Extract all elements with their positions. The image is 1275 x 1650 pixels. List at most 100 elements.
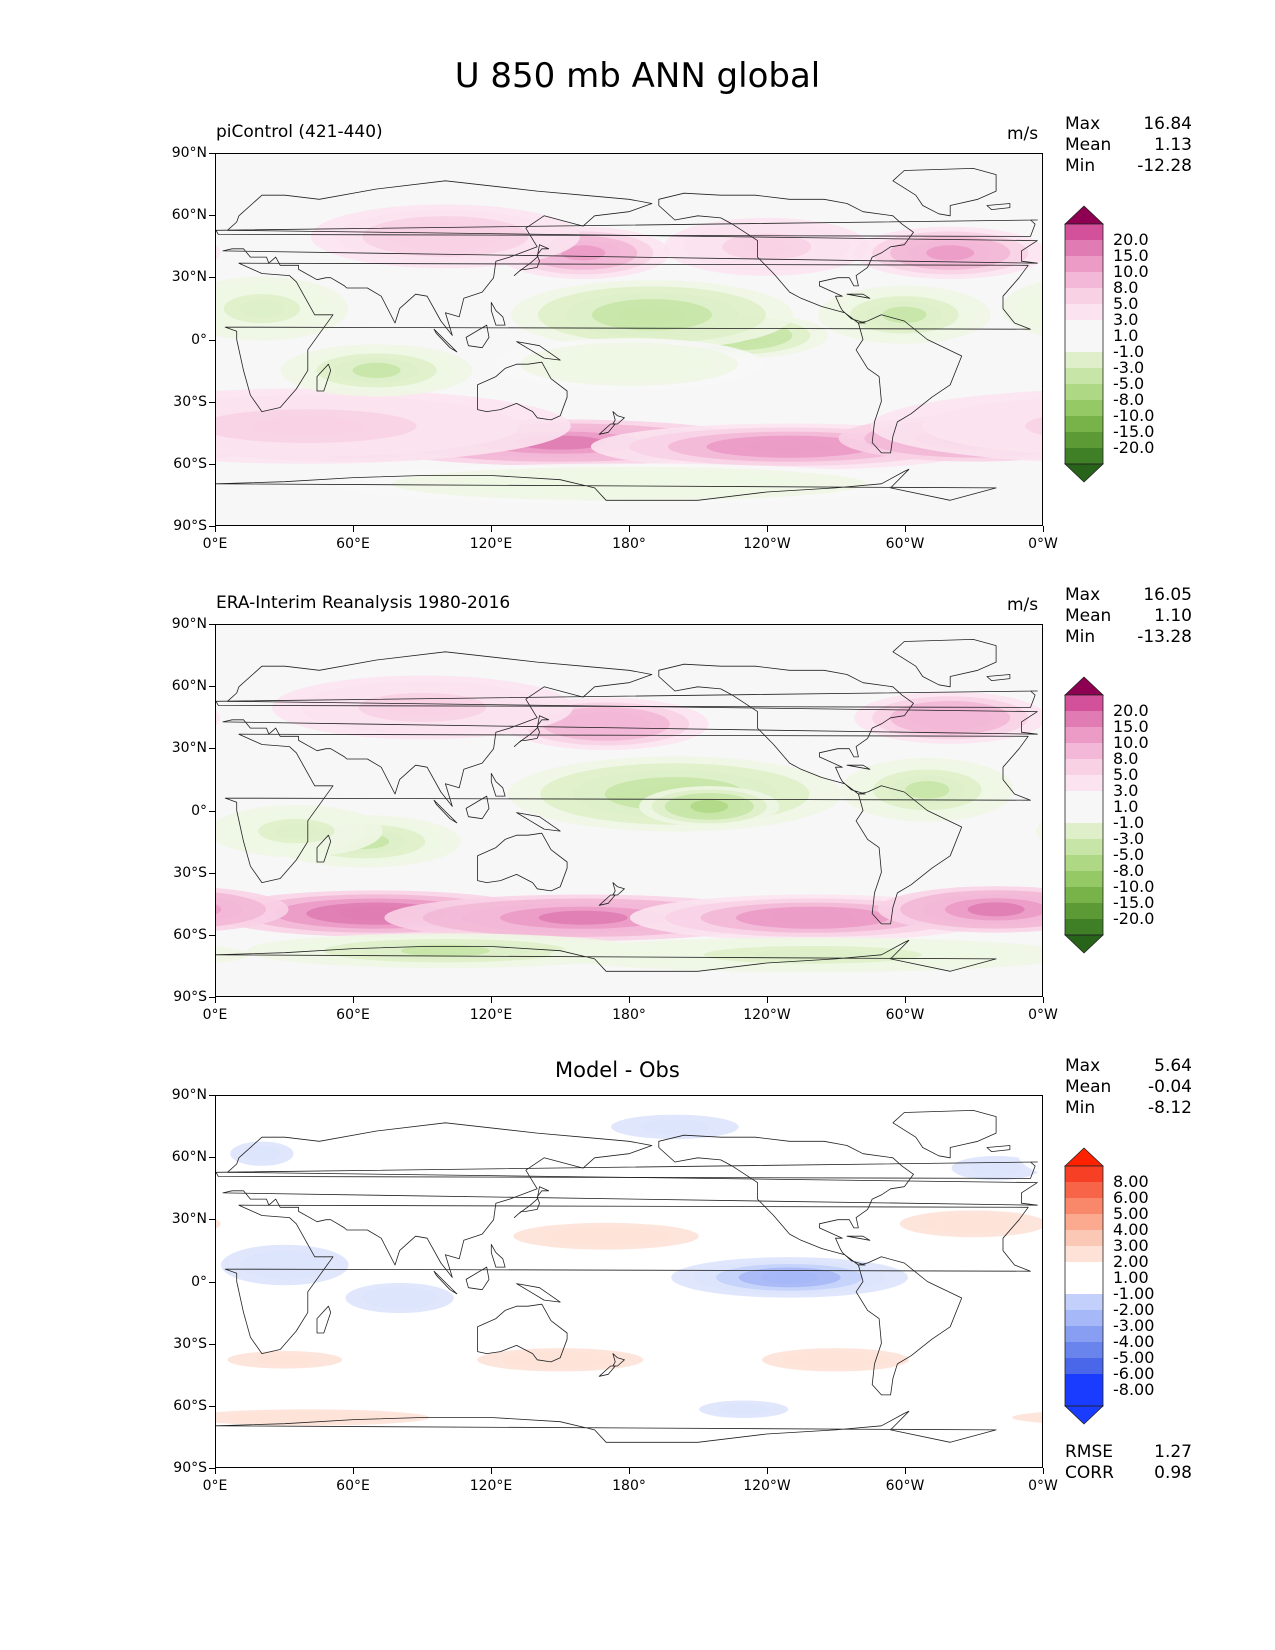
x-tick-label: 0°E xyxy=(202,536,228,552)
colorbar-tick-label: 8.0 xyxy=(1113,278,1139,297)
colorbar-tick-label: -8.0 xyxy=(1113,390,1145,409)
coastline xyxy=(598,1365,616,1377)
colorbar-segment xyxy=(1065,432,1103,449)
colorbar-tick-label: 8.00 xyxy=(1113,1172,1149,1191)
colorbar-segment xyxy=(1065,919,1103,936)
coastline xyxy=(855,785,963,925)
x-tick-label: 180° xyxy=(612,1007,646,1023)
y-tick-label: 60°N xyxy=(171,1149,207,1166)
coastline xyxy=(224,733,1031,884)
colorbar-outline xyxy=(1064,694,1104,936)
coastline xyxy=(598,423,616,435)
stat-value: 1.10 xyxy=(1154,606,1192,626)
units-label: m/s xyxy=(1007,595,1039,615)
coastline xyxy=(216,219,1038,237)
stat-label: Mean xyxy=(1065,135,1112,155)
contour-band xyxy=(1027,1250,1042,1280)
y-tick-mark xyxy=(209,277,215,279)
coastline xyxy=(516,812,561,832)
colorbar-segment xyxy=(1065,1374,1103,1391)
x-tick-label: 120°W xyxy=(743,536,791,552)
x-tick-label: 60°W xyxy=(885,1007,925,1023)
colorbar-segment xyxy=(1065,1390,1103,1407)
contour-band xyxy=(400,944,490,957)
y-tick-label: 90°S xyxy=(173,1460,207,1476)
y-tick-mark xyxy=(209,339,215,341)
y-tick-mark xyxy=(209,526,215,527)
y-tick-mark xyxy=(209,215,215,217)
y-tick-label: 90°N xyxy=(171,145,207,161)
colorbar-tick-label: -20.0 xyxy=(1113,438,1155,457)
contour-band xyxy=(239,299,284,318)
y-tick-mark xyxy=(209,1343,215,1345)
stat-value: 16.84 xyxy=(1143,114,1192,134)
contour-band xyxy=(253,1353,317,1366)
colorbar-segment xyxy=(1065,1182,1103,1199)
coastline xyxy=(658,192,914,324)
colorbar-segment xyxy=(1065,1278,1103,1295)
colorbar-tick-label: 15.0 xyxy=(1113,717,1149,736)
colorbar-segment xyxy=(1065,1262,1103,1279)
coastline xyxy=(855,314,963,454)
x-tick-mark xyxy=(353,526,354,532)
panel-label: piControl (421-440) xyxy=(216,122,383,142)
coastline xyxy=(598,894,616,906)
colorbar-tick-label: 10.0 xyxy=(1113,733,1149,752)
x-tick-label: 120°W xyxy=(743,1007,791,1023)
coastline xyxy=(892,1109,997,1159)
stat-value: 1.13 xyxy=(1154,135,1192,155)
colorbar-tick-label: -8.00 xyxy=(1113,1380,1155,1399)
coastline xyxy=(433,328,458,353)
coastline xyxy=(612,1353,625,1367)
contour-band xyxy=(761,1270,819,1284)
x-tick-mark xyxy=(215,526,216,532)
contour-band xyxy=(771,910,854,925)
x-tick-label: 120°E xyxy=(469,1478,513,1494)
colorbar-bottom-extension xyxy=(1063,934,1105,954)
y-tick-label: 90°N xyxy=(171,1087,207,1103)
colorbar-segment xyxy=(1065,1166,1103,1183)
x-tick-mark xyxy=(629,1468,630,1474)
colorbar-tick-label: 8.0 xyxy=(1113,749,1139,768)
y-tick-label: 0° xyxy=(191,802,207,819)
contour-band xyxy=(905,781,950,799)
stats-block: Max 16.84 Mean 1.13 Min -12.28 xyxy=(1065,114,1192,177)
coastline xyxy=(316,1305,332,1334)
coastline xyxy=(224,1204,1031,1355)
stat-value: 1.27 xyxy=(1154,1442,1192,1462)
colorbar-tick-label: -5.0 xyxy=(1113,374,1145,393)
contour-band xyxy=(216,1212,244,1236)
colorbar-tick-label: -2.00 xyxy=(1113,1300,1155,1319)
colorbar-segment xyxy=(1065,807,1103,824)
contour-band xyxy=(970,1160,1022,1176)
panel-title: Model - Obs xyxy=(555,1058,680,1082)
coastline xyxy=(612,411,625,425)
colorbar-tick-label: 3.0 xyxy=(1113,310,1139,329)
colorbar-tick-label: 1.0 xyxy=(1113,797,1139,816)
colorbar-segment xyxy=(1065,416,1103,433)
contour-band xyxy=(745,439,835,454)
contour-band xyxy=(618,305,685,325)
colorbar-segment xyxy=(1065,256,1103,273)
contour-band xyxy=(216,710,221,726)
coastlines xyxy=(216,167,1038,501)
coastlines xyxy=(216,1109,1038,1443)
contour-band xyxy=(274,823,319,839)
field xyxy=(216,675,1042,973)
colorbar-top-extension xyxy=(1063,676,1105,696)
contour-band xyxy=(944,1217,1002,1231)
coastline xyxy=(513,244,550,276)
y-tick-mark xyxy=(209,748,215,750)
colorbar-outline xyxy=(1064,223,1104,465)
colorbar-tick-label: -3.00 xyxy=(1113,1316,1155,1335)
y-tick-label: 60°N xyxy=(171,678,207,695)
stat-label: Mean xyxy=(1065,1077,1112,1097)
coastline xyxy=(477,1303,568,1363)
contour-band xyxy=(690,799,729,813)
coastline xyxy=(216,1161,1038,1179)
colorbar-segment xyxy=(1065,1326,1103,1343)
x-tick-label: 0°W xyxy=(1028,1478,1058,1494)
x-tick-label: 120°W xyxy=(743,1478,791,1494)
colorbar-tick-label: -15.0 xyxy=(1113,422,1155,441)
colorbar-tick-label: 5.0 xyxy=(1113,765,1139,784)
